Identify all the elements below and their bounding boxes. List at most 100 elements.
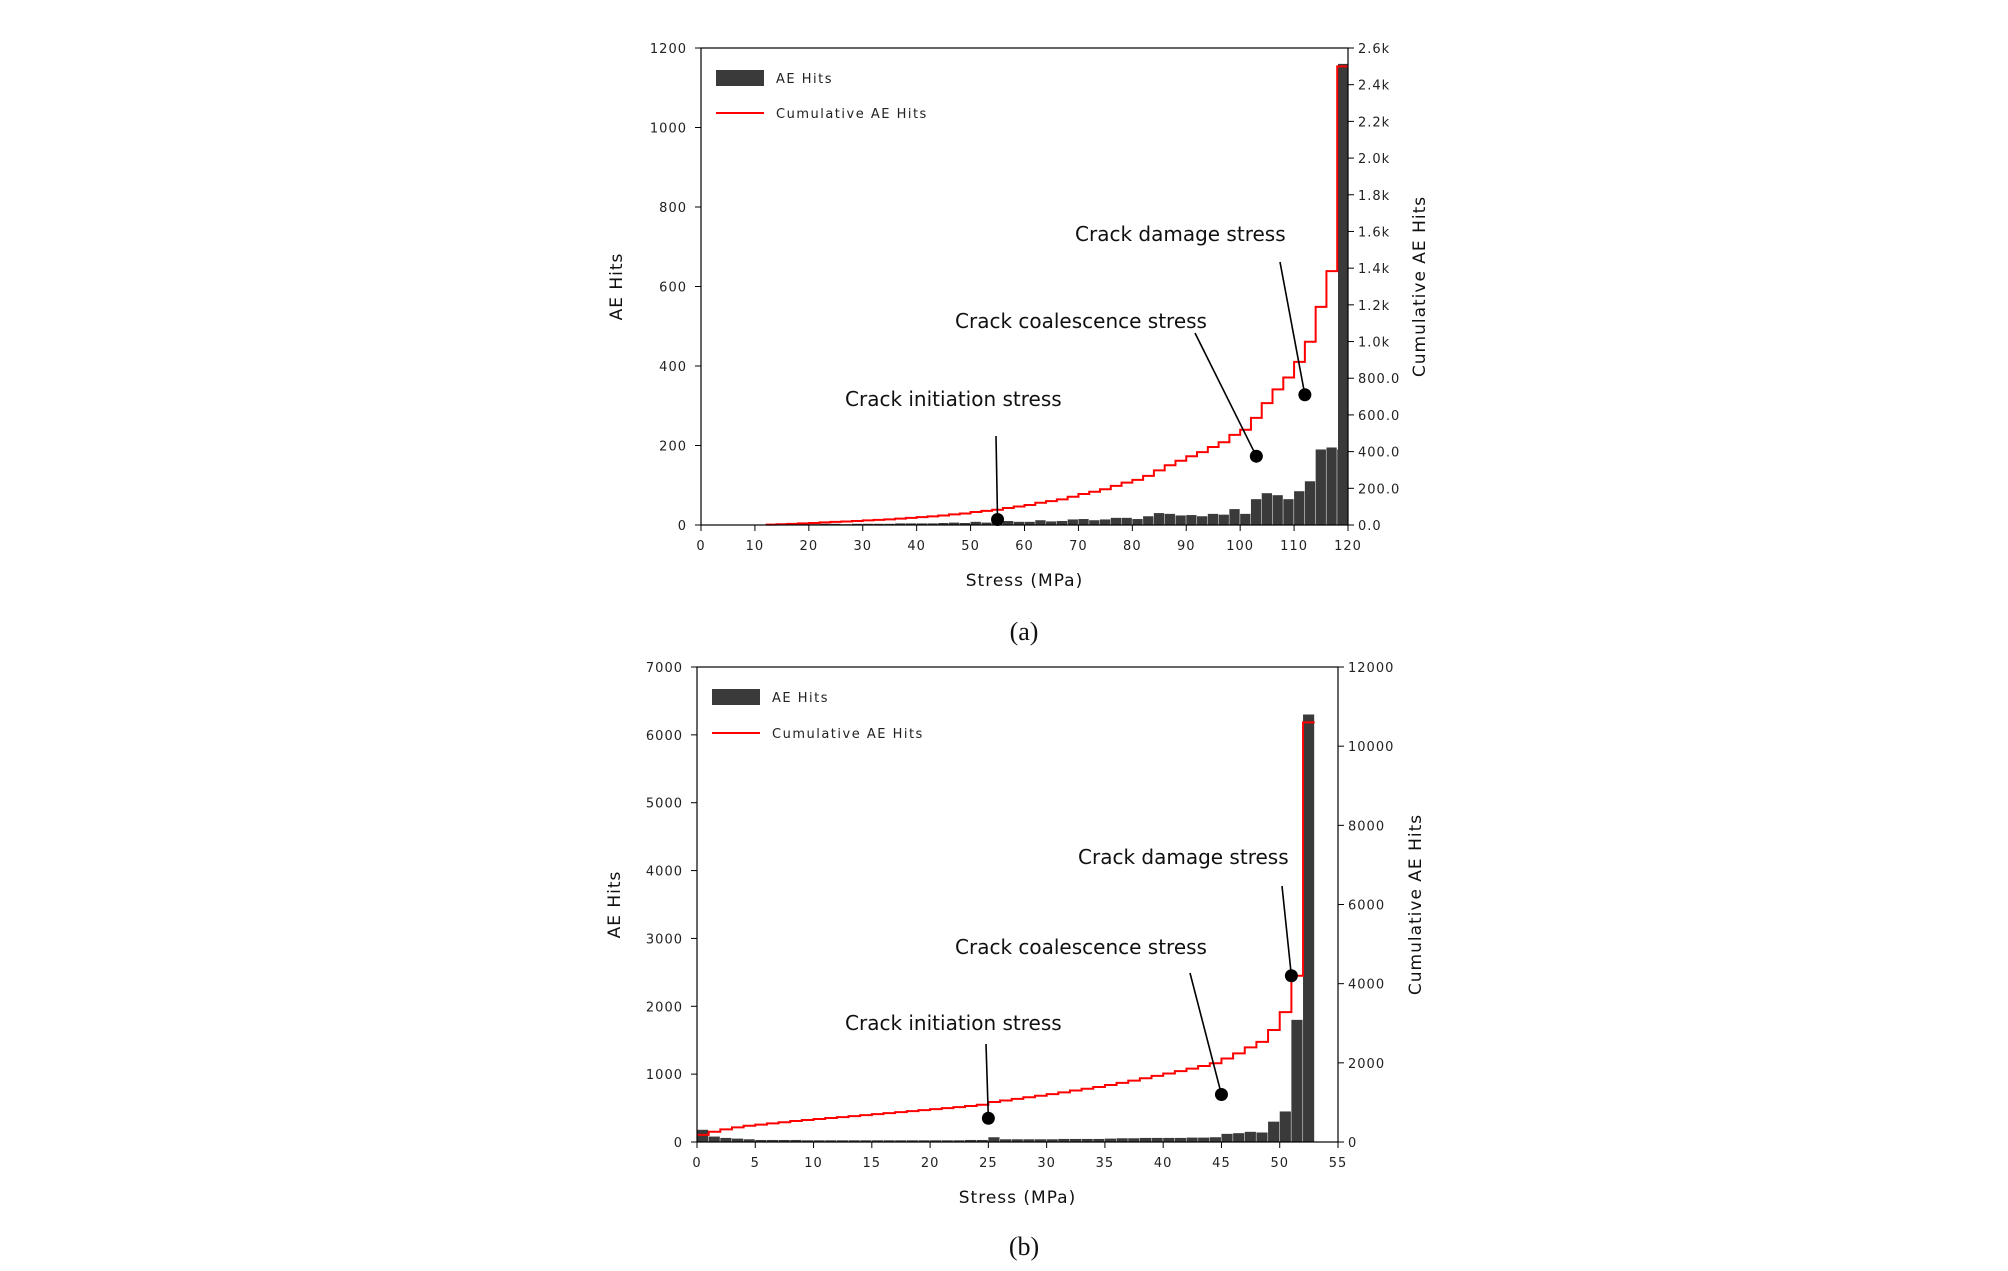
x-axis-label: Stress (MPa) (966, 571, 1084, 591)
ae-hits-bar (1067, 519, 1078, 525)
ae-hits-bar (1046, 1139, 1058, 1142)
y2-tick-label: 1.2k (1358, 299, 1390, 314)
ae-hits-bar (883, 1140, 895, 1142)
ae-hits-bar (1035, 520, 1046, 525)
y2-tick-label: 800.0 (1358, 372, 1400, 387)
ae-hits-bar (813, 1140, 825, 1142)
annotation-label: Crack coalescence stress (955, 309, 1207, 333)
legend-bar-swatch (716, 70, 764, 86)
x-tick-label: 110 (1280, 539, 1308, 554)
y2-axis-label: Cumulative AE Hits (1410, 196, 1430, 377)
ae-hits-bar (731, 1138, 744, 1142)
annotation-marker (1284, 969, 1298, 983)
x-tick-label: 15 (863, 1156, 882, 1171)
x-tick-label: 20 (800, 539, 819, 554)
ae-hits-bar (1089, 520, 1100, 525)
annotation-leader-line (1279, 261, 1306, 395)
ae-hits-bar (953, 1140, 965, 1142)
x-tick-label: 20 (921, 1156, 940, 1171)
ae-hits-bar (941, 1140, 953, 1142)
ae-hits-bar (905, 523, 917, 525)
y-tick-label: 1000 (650, 122, 687, 137)
ae-hits-bar (1002, 521, 1014, 525)
x-tick-label: 50 (961, 539, 980, 554)
y2-tick-label: 1.0k (1358, 336, 1390, 351)
x-tick-label: 30 (853, 539, 872, 554)
ae-hits-bar (1110, 517, 1122, 525)
x-tick-label: 120 (1334, 539, 1362, 554)
annotation-leader-line (1194, 332, 1258, 457)
ae-hits-bar (1291, 1019, 1303, 1142)
ae-hits-bar (1116, 1138, 1128, 1142)
ae-hits-bar (918, 1140, 930, 1142)
ae-hits-bar (871, 1140, 883, 1142)
x-tick-label: 30 (1037, 1156, 1056, 1171)
ae-hits-bar (965, 1139, 977, 1142)
ae-hits-bar (959, 523, 971, 525)
legend-bar-swatch (712, 689, 760, 705)
ae-hits-bar (1104, 1138, 1117, 1142)
annotation-marker (1298, 388, 1312, 402)
annotation-label: Crack initiation stress (845, 387, 1062, 411)
ae-hits-bar (981, 522, 992, 525)
annotation-label: Crack coalescence stress (955, 935, 1207, 959)
ae-hits-bar (1143, 516, 1154, 525)
ae-hits-bar (1034, 1139, 1047, 1142)
ae-hits-bar (1153, 513, 1165, 525)
ae-hits-bar (1093, 1138, 1105, 1142)
ae-hits-bar (1221, 1133, 1233, 1142)
ae-hits-bar (1164, 513, 1175, 525)
ae-hits-bar (1163, 1137, 1175, 1142)
ae-hits-bar (1244, 1131, 1256, 1142)
ae-hits-bar (1000, 1139, 1012, 1142)
ae-hits-bar (906, 1140, 918, 1142)
y2-tick-label: 0 (1348, 1136, 1357, 1151)
y-tick-label: 400 (659, 360, 687, 375)
panel-caption: (b) (1009, 1232, 1039, 1261)
ae-hits-bar (1261, 493, 1273, 525)
ae-hits-bar (697, 1129, 709, 1142)
y-tick-label: 4000 (646, 865, 683, 880)
annotation-leader-line (1281, 885, 1293, 976)
ae-hits-bar (976, 1139, 988, 1142)
x-tick-label: 90 (1177, 539, 1196, 554)
ae-hits-bar (1081, 1138, 1093, 1142)
ae-hits-bar (1283, 499, 1294, 525)
ae-hits-bar (860, 1140, 872, 1142)
ae-hits-bar (755, 1139, 767, 1142)
y-tick-label: 1000 (646, 1068, 683, 1083)
x-tick-label: 0 (696, 539, 705, 554)
x-tick-label: 60 (1015, 539, 1034, 554)
ae-hits-bar (1078, 519, 1089, 525)
ae-hits-bar (1099, 519, 1111, 525)
ae-hits-bar (825, 1140, 837, 1142)
y2-tick-label: 10000 (1348, 740, 1394, 755)
chart-panel-b: 0 5 10 15 20 25 30 35 40 45 50 55010002000300040005… (605, 661, 1426, 1261)
annotation-marker (991, 512, 1005, 526)
x-tick-label: 45 (1212, 1156, 1231, 1171)
ae-hits-bar (895, 523, 906, 525)
y2-tick-label: 1.8k (1358, 189, 1390, 204)
ae-hits-bar (1256, 1132, 1268, 1142)
y-tick-label: 6000 (646, 729, 683, 744)
ae-hits-bar (743, 1139, 755, 1142)
ae-hits-bar (916, 523, 927, 525)
ae-hits-bar (938, 523, 949, 525)
ae-hits-bar (1069, 1138, 1082, 1142)
y2-tick-label: 1.4k (1358, 262, 1390, 277)
ae-hits-bar (1186, 515, 1197, 525)
y2-tick-label: 4000 (1348, 978, 1385, 993)
ae-hits-bar (1197, 516, 1208, 525)
ae-hits-bar (1272, 495, 1283, 525)
y2-tick-label: 400.0 (1358, 446, 1400, 461)
ae-hits-bar (1326, 447, 1337, 525)
x-tick-label: 100 (1226, 539, 1254, 554)
x-tick-label: 55 (1329, 1156, 1348, 1171)
ae-hits-bar (1024, 521, 1035, 525)
y2-tick-label: 6000 (1348, 899, 1385, 914)
ae-hits-bar (1121, 517, 1132, 525)
ae-hits-bar (1139, 1137, 1152, 1142)
annotation-label: Crack damage stress (1078, 845, 1289, 869)
ae-hits-bar (1186, 1137, 1198, 1142)
ae-hits-bar (708, 1136, 720, 1142)
